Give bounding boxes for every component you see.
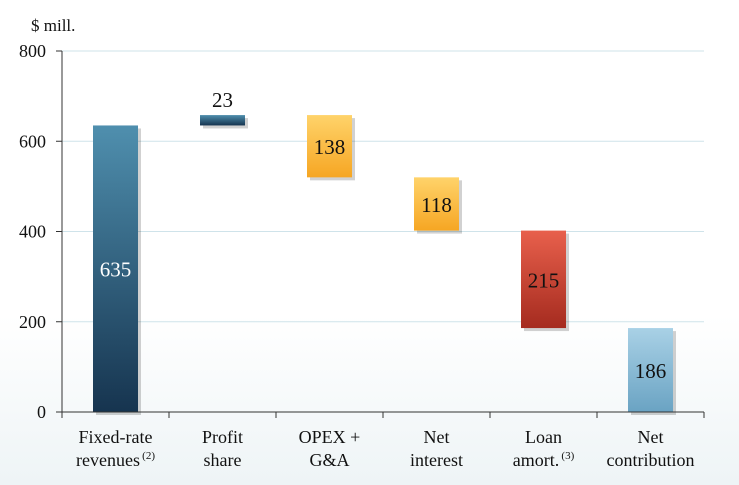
data-label: 138 — [314, 135, 346, 159]
y-tick-label: 600 — [19, 131, 46, 151]
data-label: 118 — [421, 193, 452, 217]
bar-2 — [200, 115, 245, 126]
y-unit-label: $ mill. — [31, 16, 75, 35]
bar-1 — [93, 125, 138, 413]
category-label: Fixed-rate revenues (2) — [76, 427, 155, 470]
category-label: Profit share — [202, 427, 243, 470]
bar-6 — [628, 328, 673, 412]
data-label: 23 — [212, 88, 233, 112]
footnote-marker: (2) — [140, 450, 155, 462]
category-label-line: amort. (3) — [513, 450, 575, 470]
y-tick-label: 200 — [19, 312, 46, 332]
category-label-line: Net — [638, 427, 664, 447]
category-label-line: interest — [410, 450, 463, 470]
y-tick-label: 800 — [19, 41, 46, 61]
data-label: 635 — [100, 258, 132, 282]
category-label-line: OPEX + — [299, 427, 361, 447]
category-label-line: Profit — [202, 427, 243, 447]
category-label: Loan amort. (3) — [513, 427, 575, 470]
data-label: 186 — [635, 359, 667, 383]
category-label-line: revenues (2) — [76, 450, 155, 470]
category-label-line: contribution — [607, 450, 695, 470]
y-tick-label: 0 — [37, 402, 46, 422]
category-label: Net contribution — [607, 427, 695, 470]
category-label: OPEX + G&A — [299, 427, 361, 470]
category-label-line: Net — [424, 427, 450, 447]
category-label-line: Fixed-rate — [79, 427, 153, 447]
category-label-line: Loan — [525, 427, 562, 447]
bar-4 — [414, 177, 459, 231]
category-label-line: G&A — [310, 450, 350, 470]
bar-5 — [521, 230, 566, 329]
bar-3 — [307, 115, 352, 178]
category-label: Net interest — [410, 427, 463, 470]
footnote-marker: (3) — [559, 450, 574, 462]
category-label-line: share — [204, 450, 242, 470]
data-label: 215 — [528, 268, 560, 292]
y-tick-label: 400 — [19, 222, 46, 242]
